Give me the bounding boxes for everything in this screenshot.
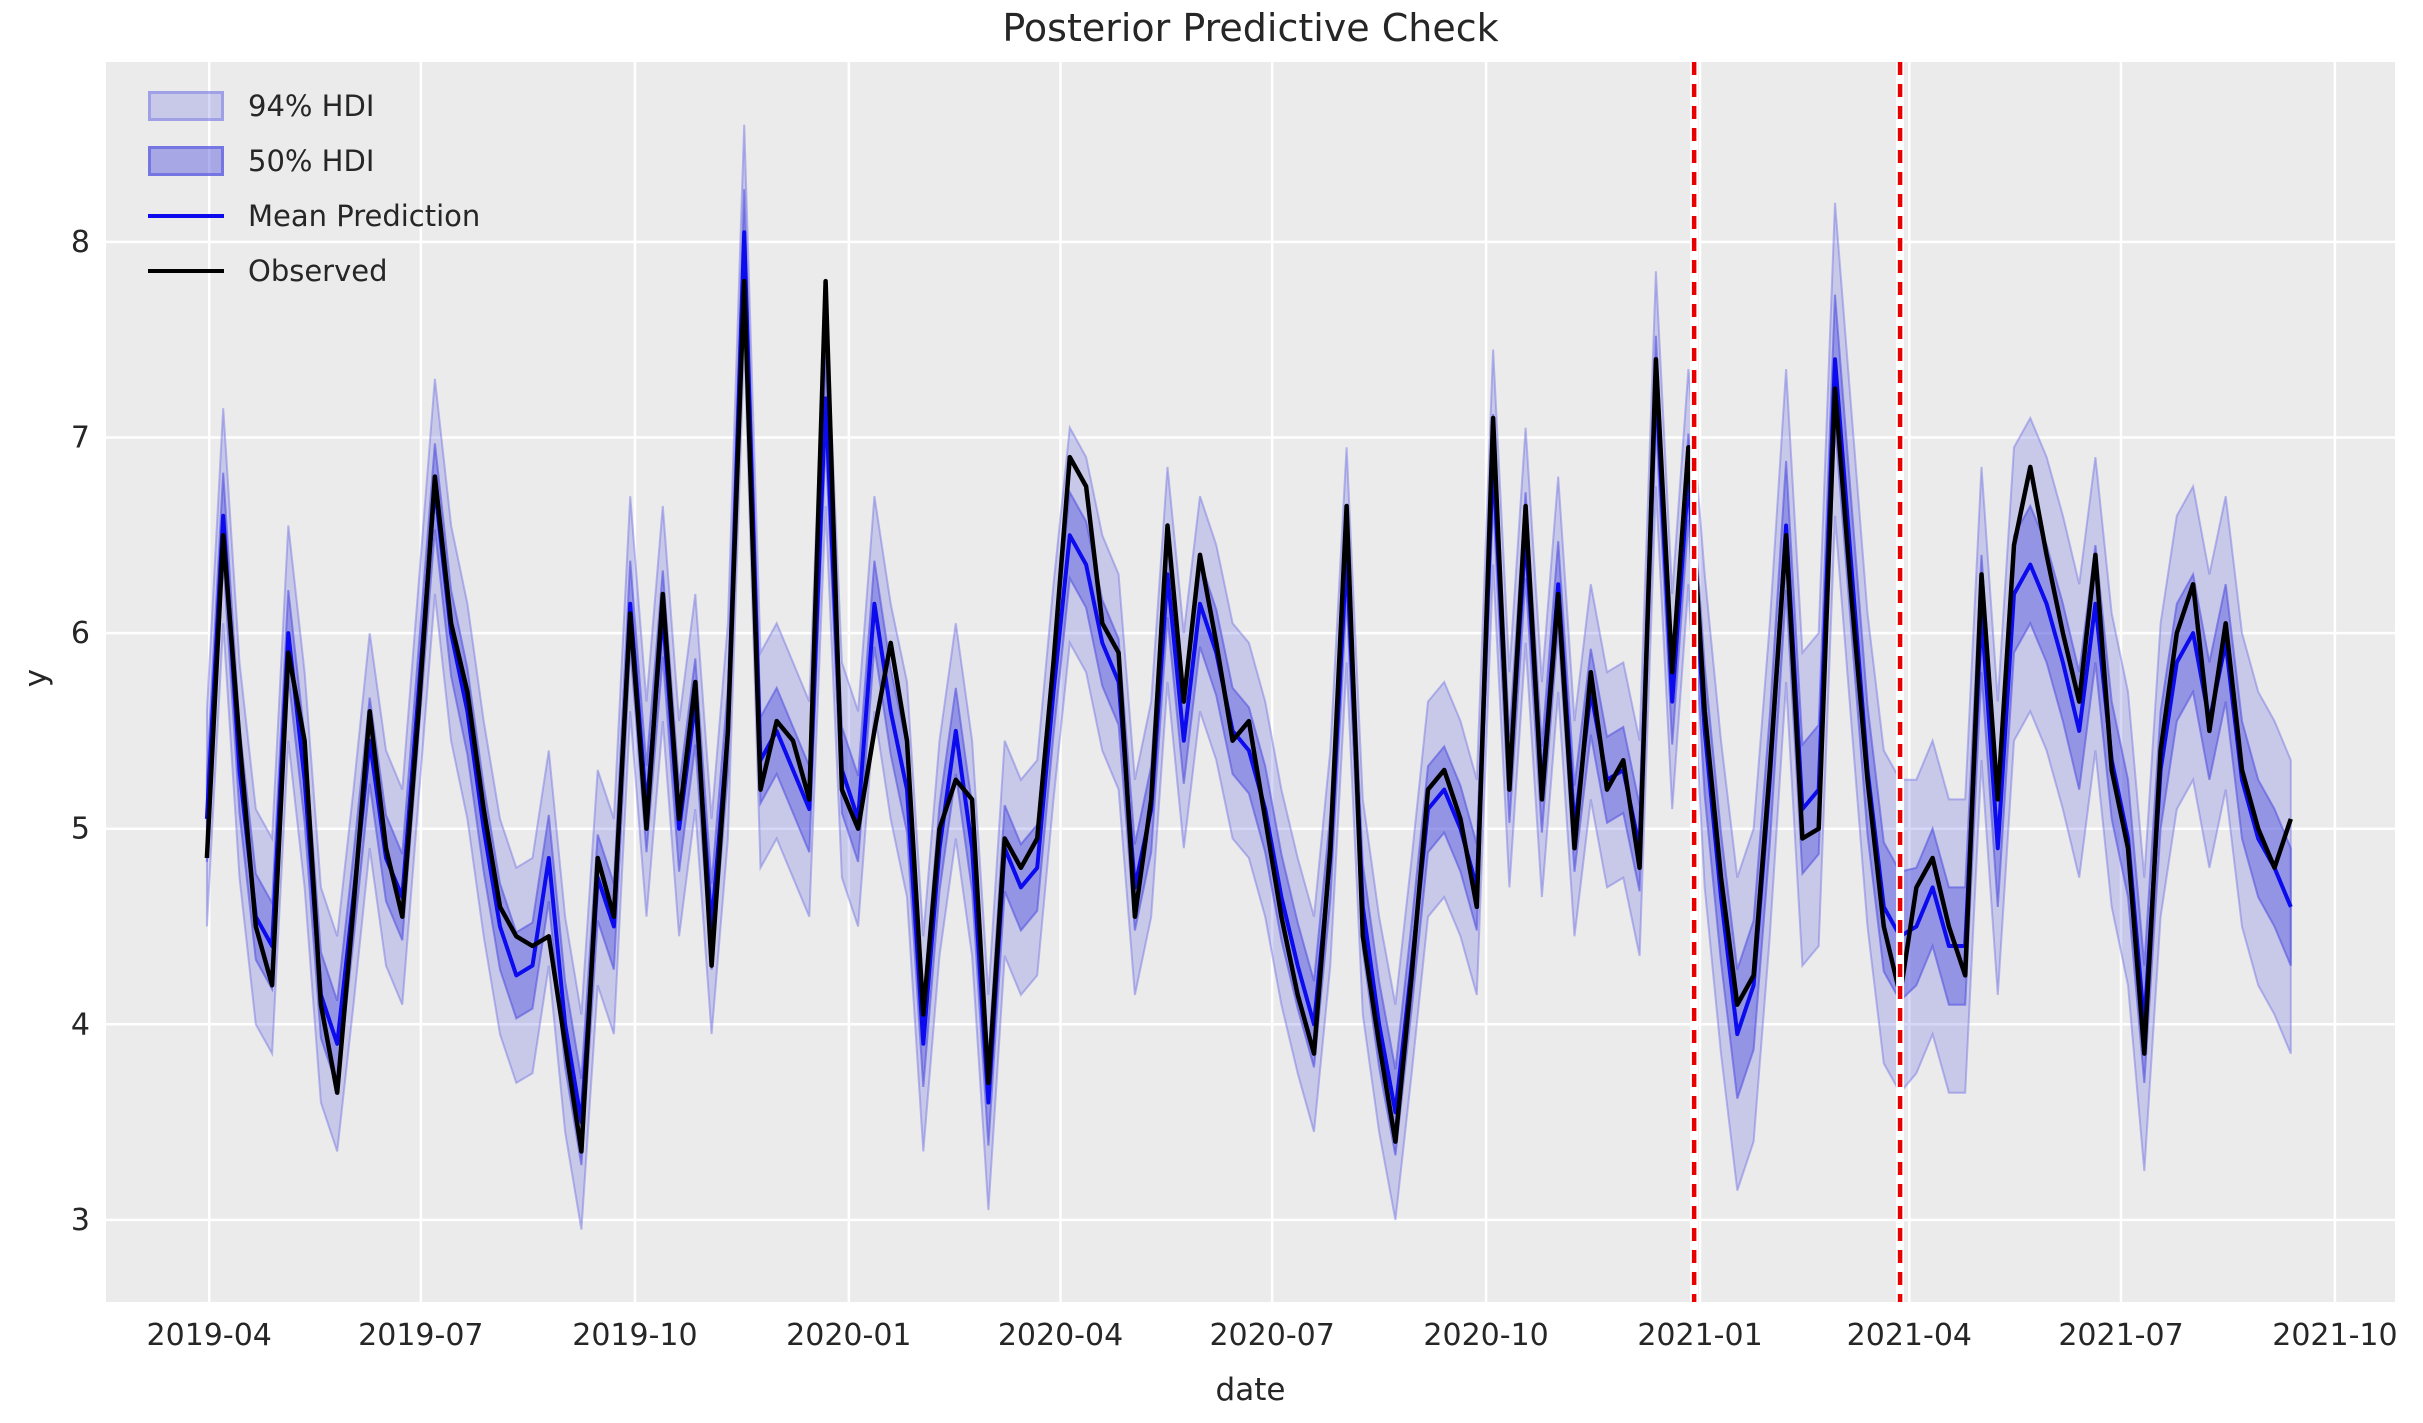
gridlines-group bbox=[106, 62, 2395, 1302]
legend-label-94hdi: 94% HDI bbox=[248, 88, 375, 123]
legend-label-50hdi: 50% HDI bbox=[248, 143, 375, 178]
legend-observed-line-icon bbox=[148, 268, 224, 273]
x-axis-label: date bbox=[1215, 1372, 1286, 1408]
y-tick-label: 4 bbox=[71, 1007, 90, 1042]
legend-label-mean: Mean Prediction bbox=[248, 198, 481, 233]
x-tick-label: 2020-04 bbox=[998, 1318, 1123, 1353]
legend: 94% HDI 50% HDI Mean Prediction Observed bbox=[148, 78, 480, 298]
legend-mean-line-icon bbox=[148, 213, 224, 218]
x-tick-label: 2021-10 bbox=[2272, 1318, 2397, 1353]
x-tick-label: 2019-10 bbox=[572, 1318, 697, 1353]
x-tick-label: 2020-01 bbox=[786, 1318, 911, 1353]
legend-item-observed: Observed bbox=[148, 243, 480, 298]
legend-item-94hdi: 94% HDI bbox=[148, 78, 480, 133]
x-tick-label: 2021-01 bbox=[1637, 1318, 1762, 1353]
x-tick-label: 2019-07 bbox=[358, 1318, 483, 1353]
x-tick-label: 2020-10 bbox=[1423, 1318, 1548, 1353]
legend-swatch-94hdi-icon bbox=[148, 90, 224, 121]
y-tick-label: 3 bbox=[71, 1203, 90, 1238]
tick-labels-group: 2019-04 2019-07 2019-10 2020-01 2020-04 2020-… bbox=[71, 225, 2398, 1353]
x-tick-label: 2020-07 bbox=[1209, 1318, 1334, 1353]
plot-background-group bbox=[106, 62, 2395, 1302]
x-tick-label: 2021-04 bbox=[1847, 1318, 1972, 1353]
hdi94-band bbox=[205, 124, 2292, 1230]
legend-swatch-50hdi-icon bbox=[148, 145, 224, 176]
y-axis-label: y bbox=[18, 668, 54, 688]
y-tick-label: 6 bbox=[71, 616, 90, 651]
y-tick-label: 8 bbox=[71, 225, 90, 260]
y-tick-label: 7 bbox=[71, 421, 90, 456]
legend-item-mean: Mean Prediction bbox=[148, 188, 480, 243]
x-tick-label: 2021-07 bbox=[2058, 1318, 2183, 1353]
plot-area bbox=[106, 62, 2395, 1302]
red-vlines-group bbox=[1690, 62, 1905, 1302]
series-lines-group bbox=[204, 230, 2293, 1154]
legend-label-observed: Observed bbox=[248, 253, 388, 288]
observed-line bbox=[204, 278, 2293, 1154]
legend-item-50hdi: 50% HDI bbox=[148, 133, 480, 188]
x-tick-label: 2019-04 bbox=[147, 1318, 272, 1353]
chart-title: Posterior Predictive Check bbox=[1002, 6, 1499, 50]
y-tick-label: 5 bbox=[71, 812, 90, 847]
mean-prediction-line bbox=[204, 230, 2293, 1125]
